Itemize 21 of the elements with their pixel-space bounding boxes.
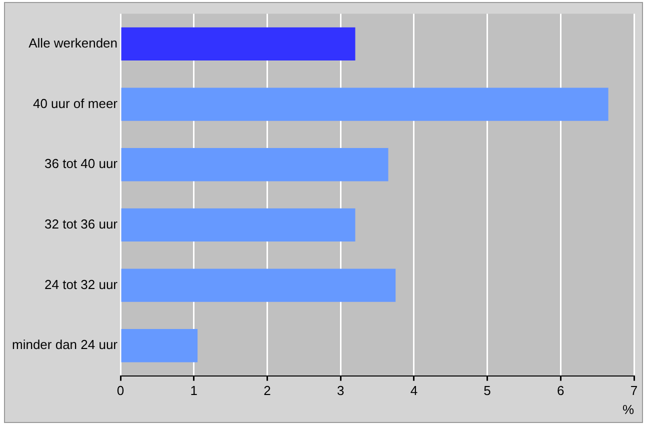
bar <box>121 208 356 242</box>
y-tick-label: minder dan 24 uur <box>12 337 118 352</box>
bar <box>121 148 388 182</box>
y-tick-label: 32 tot 36 uur <box>44 216 118 232</box>
x-tick-label: 4 <box>410 383 418 398</box>
bar <box>121 268 396 302</box>
bar <box>121 329 198 362</box>
x-tick-label: 1 <box>190 383 198 398</box>
bar <box>121 88 608 121</box>
x-axis-title: % <box>622 402 634 417</box>
y-tick-label: 40 uur of meer <box>32 96 118 111</box>
bar <box>121 27 356 61</box>
x-tick-label: 0 <box>116 383 124 398</box>
x-tick-label: 2 <box>264 383 271 398</box>
x-tick-label: 3 <box>336 383 344 398</box>
x-tick-label: 6 <box>557 383 564 398</box>
x-tick-label: 7 <box>630 383 638 398</box>
y-tick-label: Alle werkenden <box>28 36 118 51</box>
y-tick-label: 36 tot 40 uur <box>44 156 118 172</box>
x-tick-label: 5 <box>484 383 491 398</box>
y-tick-label: 24 tot 32 uur <box>44 276 118 292</box>
